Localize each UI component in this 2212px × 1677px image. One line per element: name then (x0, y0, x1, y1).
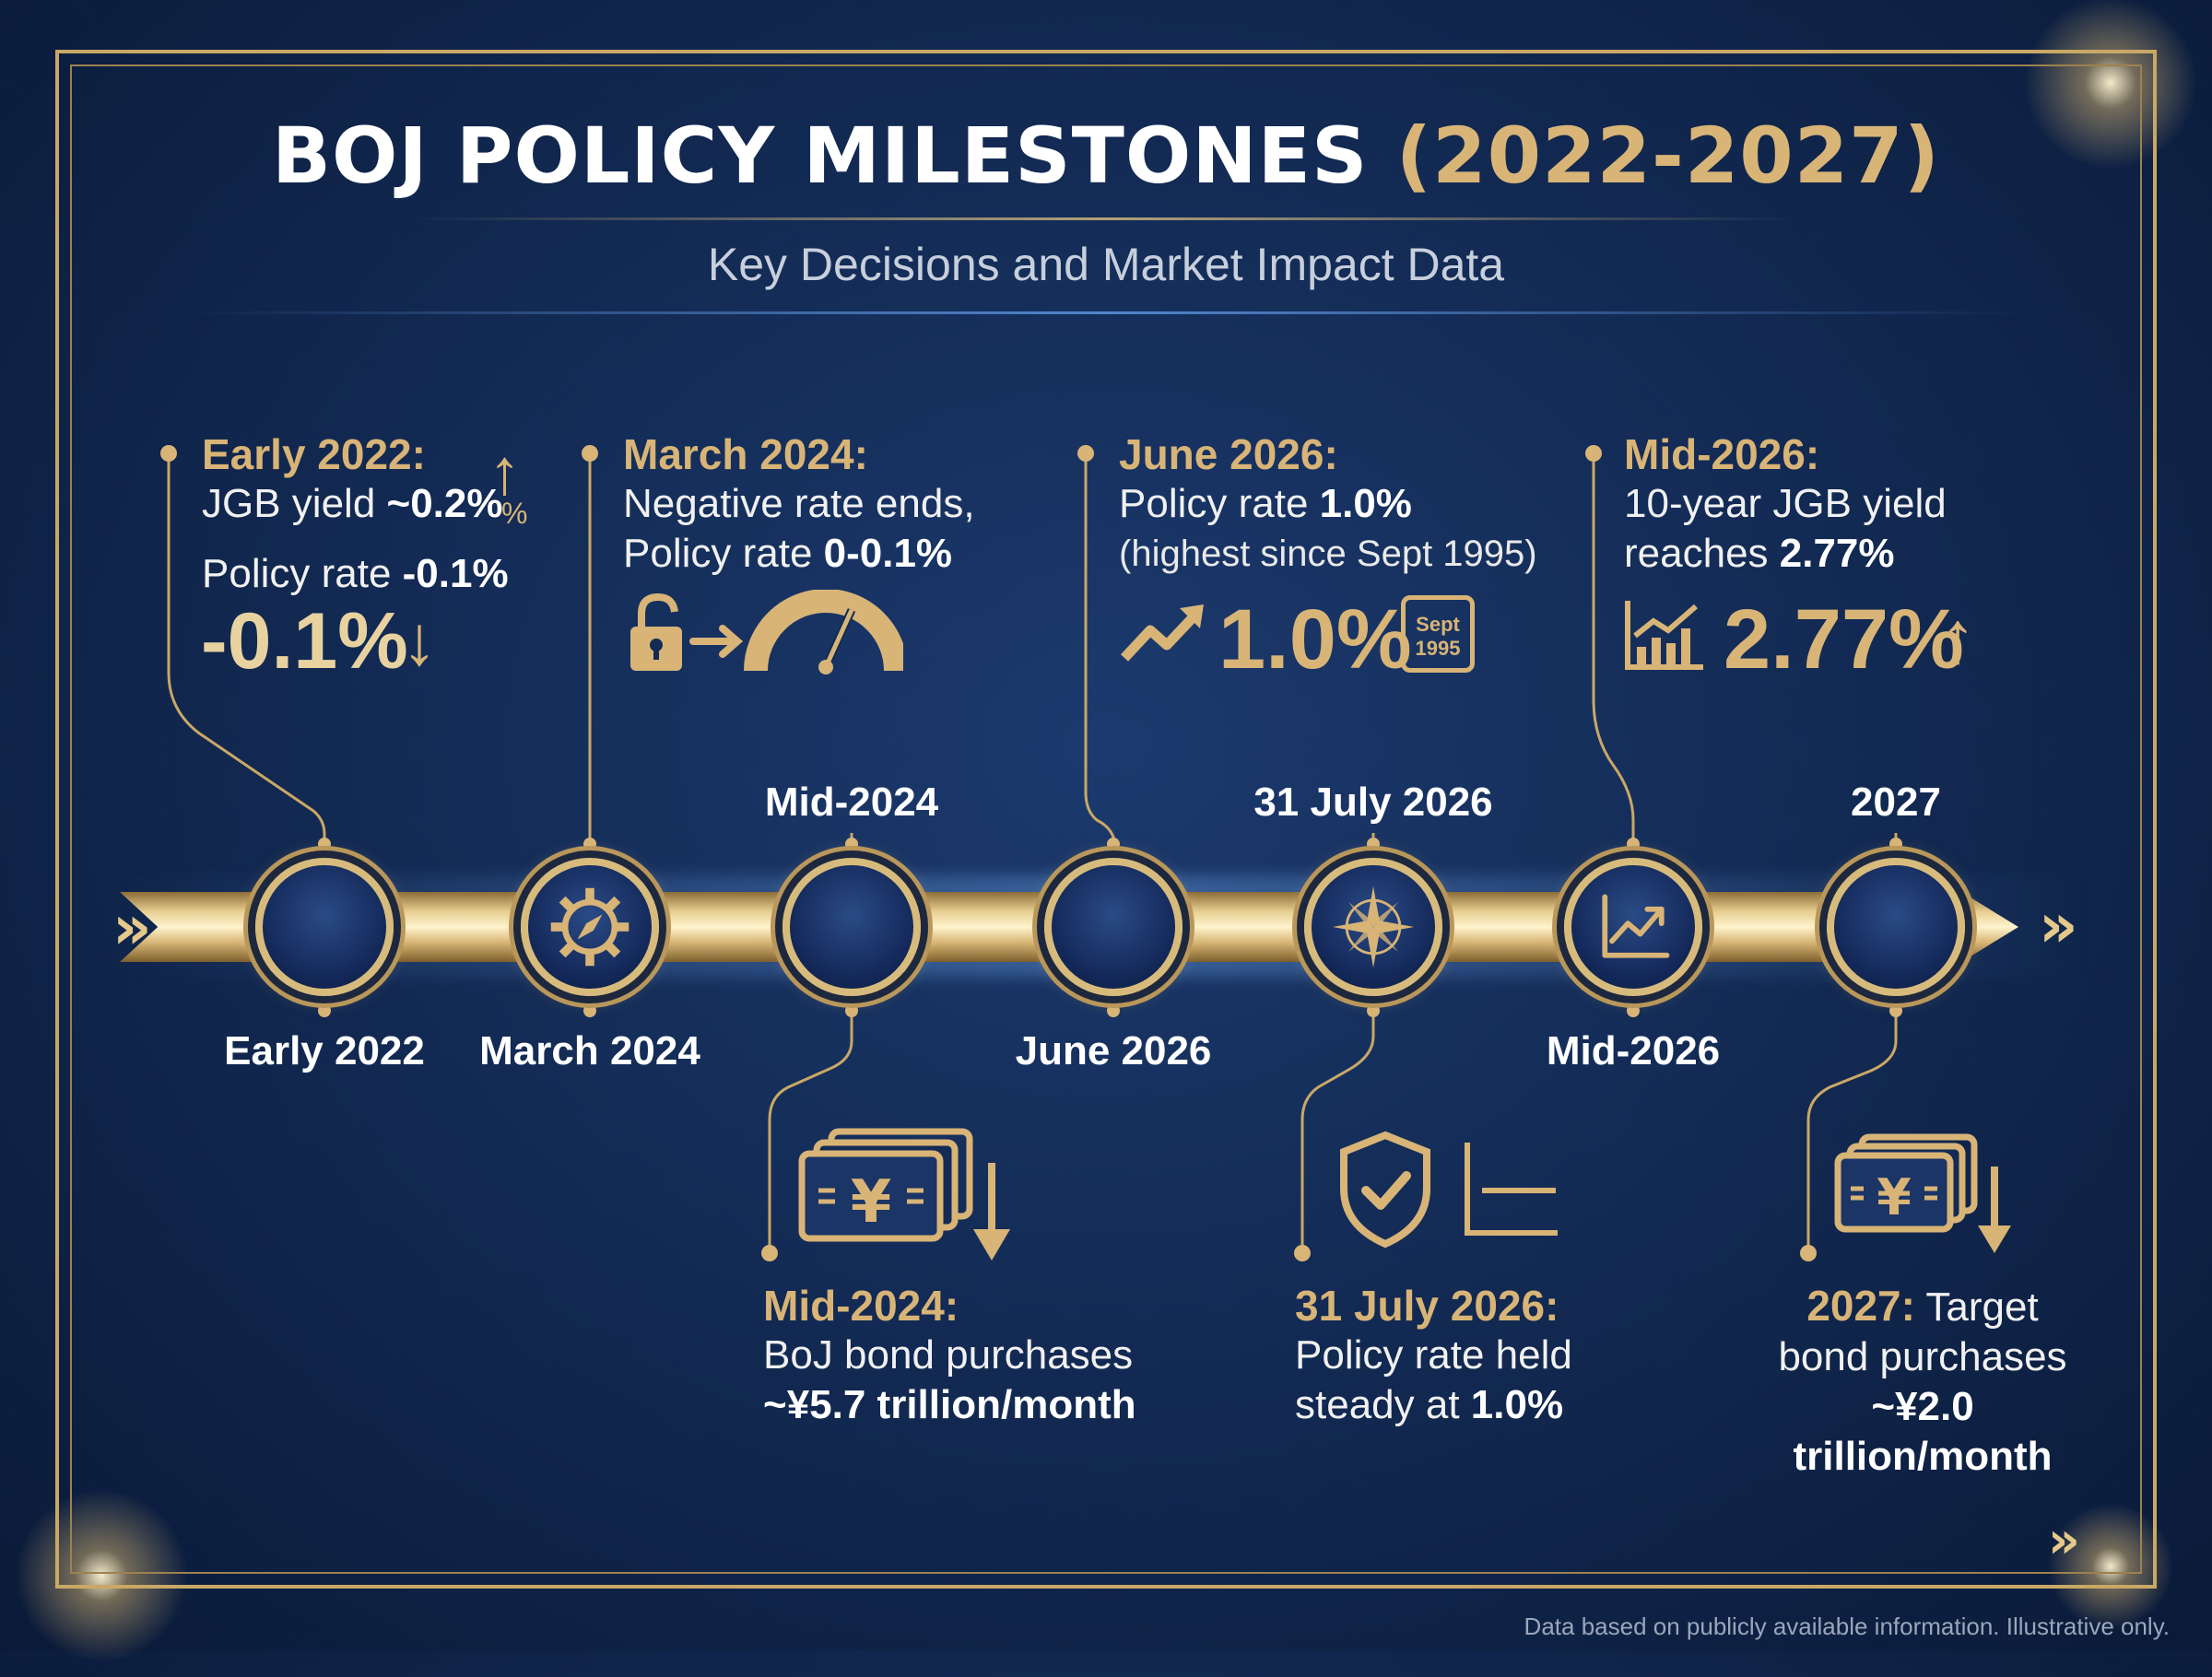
timeline-node-mid-2024 (782, 858, 921, 996)
calendar-icon: Sept 1995 (1401, 595, 1475, 673)
bar-chart-icon (1625, 601, 1703, 670)
chevron-right-icon: » (2039, 890, 2078, 961)
card-2027: 2027: Target bond purchases ~¥2.0 trilli… (1747, 1281, 2098, 1482)
card-31-july-2026: 31 July 2026: Policy rate held steady at… (1295, 1281, 1572, 1430)
chevron-left-icon: » (112, 892, 152, 963)
timeline-node-mid-2026 (1564, 858, 1702, 996)
card-text: Negative rate ends, (623, 481, 975, 526)
card-line: JGB yield ~0.2% (202, 479, 509, 529)
page-subtitle: Key Decisions and Market Impact Data (707, 239, 1505, 290)
yen-banknote-icon: ¥ (1834, 1133, 2011, 1253)
shield-check-icon (1340, 1131, 1430, 1249)
title-years: (2022-2027) (1395, 111, 1941, 201)
trend-up-icon (1120, 604, 1204, 662)
timeline-node-31-july-2026 (1304, 858, 1442, 996)
compass-rose-icon (1332, 885, 1415, 968)
card-value: ~¥5.7 trillion/month (763, 1382, 1136, 1427)
card-june-2026: June 2026: Policy rate 1.0% (highest sin… (1119, 429, 1537, 579)
card-text: Policy rate (202, 551, 403, 596)
card-text: bond purchases (1778, 1334, 2067, 1379)
card-value: -0.1% (402, 551, 509, 596)
card-heading: Mid-2026: (1624, 430, 1820, 478)
card-value: 0-0.1% (823, 531, 953, 576)
card-heading: Early 2022: (202, 430, 426, 478)
timeline-node-march-2024 (521, 858, 659, 996)
timeline-label-mid-2026: Mid-2026 (1546, 1028, 1721, 1073)
card-heading: 2027: (1806, 1282, 1915, 1330)
card-line: steady at 1.0% (1295, 1380, 1572, 1430)
card-text: Policy rate (1119, 481, 1320, 526)
timeline-node-early-2022 (255, 858, 394, 996)
card-mid-2026: Mid-2026: 10-year JGB yield reaches 2.77… (1624, 429, 1947, 579)
card-line: Policy rate 0-0.1% (623, 529, 975, 579)
timeline-label-2027: 2027 (1851, 780, 1941, 825)
card-text: steady at (1295, 1382, 1471, 1427)
yen-banknote-icon: ¥ (798, 1128, 1010, 1261)
card-text: reaches (1624, 531, 1780, 576)
title-main: BOJ POLICY MILESTONES (271, 111, 1369, 201)
card-text: BoJ bond purchases (763, 1332, 1134, 1378)
card-heading: June 2026: (1119, 430, 1338, 478)
arrow-up-icon: ↑ (488, 436, 521, 508)
title-divider (415, 217, 1797, 220)
inner-frame (70, 64, 2142, 1574)
card-heading-line: 2027: Target (1747, 1281, 2098, 1332)
card-heading: 31 July 2026: (1295, 1282, 1559, 1330)
timeline-label-june-2026: June 2026 (1015, 1028, 1212, 1073)
timeline-label-mid-2024: Mid-2024 (764, 780, 939, 825)
card-line: ~¥2.0 trillion/month (1747, 1382, 2098, 1482)
timeline-node-june-2026 (1044, 858, 1182, 996)
card-heading: Mid-2024: (763, 1282, 959, 1330)
lock-arrow-gauge-icon (630, 590, 903, 674)
arrow-down-icon: ↓ (402, 602, 437, 680)
trend-chart-icon (1602, 894, 1670, 958)
gear-compass-icon (550, 887, 629, 967)
footer-note: Data based on publicly available informa… (1524, 1612, 2170, 1640)
card-text: Policy rate held (1295, 1332, 1572, 1378)
card-line: Policy rate -0.1% (202, 549, 509, 599)
card-text: 10-year JGB yield (1624, 481, 1947, 526)
card-line: Policy rate 1.0% (1119, 479, 1537, 529)
card-heading: March 2024: (623, 430, 868, 478)
card-value: 2.77% (1779, 531, 1895, 576)
card-value: 1.0% (1319, 481, 1412, 526)
card-note: (highest since Sept 1995) (1119, 534, 1537, 574)
card-text: Policy rate (623, 531, 824, 576)
flat-line-chart-icon (1465, 1143, 1558, 1236)
card-text: Target (1914, 1284, 2039, 1330)
chevron-footer-icon: » (2048, 1511, 2080, 1569)
big-value-mid-2026: 2.77% (1724, 592, 1964, 686)
calendar-month: Sept (1416, 613, 1460, 636)
timeline-label-march-2024: March 2024 (479, 1028, 700, 1073)
big-value-june-2026: 1.0% (1218, 592, 1412, 686)
percent-icon: % (501, 497, 528, 530)
card-line: reaches 2.77% (1624, 529, 1947, 579)
timeline-label-31-july-2026: 31 July 2026 (1253, 780, 1493, 825)
card-line: ~¥5.7 trillion/month (763, 1380, 1136, 1430)
card-value: ~¥2.0 trillion/month (1793, 1384, 2053, 1479)
calendar-year: 1995 (1415, 637, 1461, 660)
outer-frame (55, 50, 2157, 1589)
page-title: BOJ POLICY MILESTONES (2022-2027) (0, 111, 2212, 201)
card-mid-2024: Mid-2024: BoJ bond purchases ~¥5.7 trill… (763, 1281, 1136, 1430)
subtitle-divider (184, 311, 2028, 314)
card-value: ~0.2% (386, 481, 503, 526)
svg-text:¥: ¥ (851, 1168, 892, 1237)
card-text: JGB yield (202, 481, 387, 526)
card-early-2022: Early 2022: JGB yield ~0.2% Policy rate … (202, 429, 509, 599)
card-march-2024: March 2024: Negative rate ends, Policy r… (623, 429, 975, 579)
big-value-early-2022: -0.1% (201, 597, 408, 686)
arrow-up-icon: ↑ (1939, 596, 1976, 678)
timeline-node-2027 (1827, 858, 1965, 996)
timeline-label-early-2022: Early 2022 (224, 1028, 425, 1073)
card-value: 1.0% (1470, 1382, 1564, 1427)
svg-text:¥: ¥ (1877, 1168, 1912, 1226)
